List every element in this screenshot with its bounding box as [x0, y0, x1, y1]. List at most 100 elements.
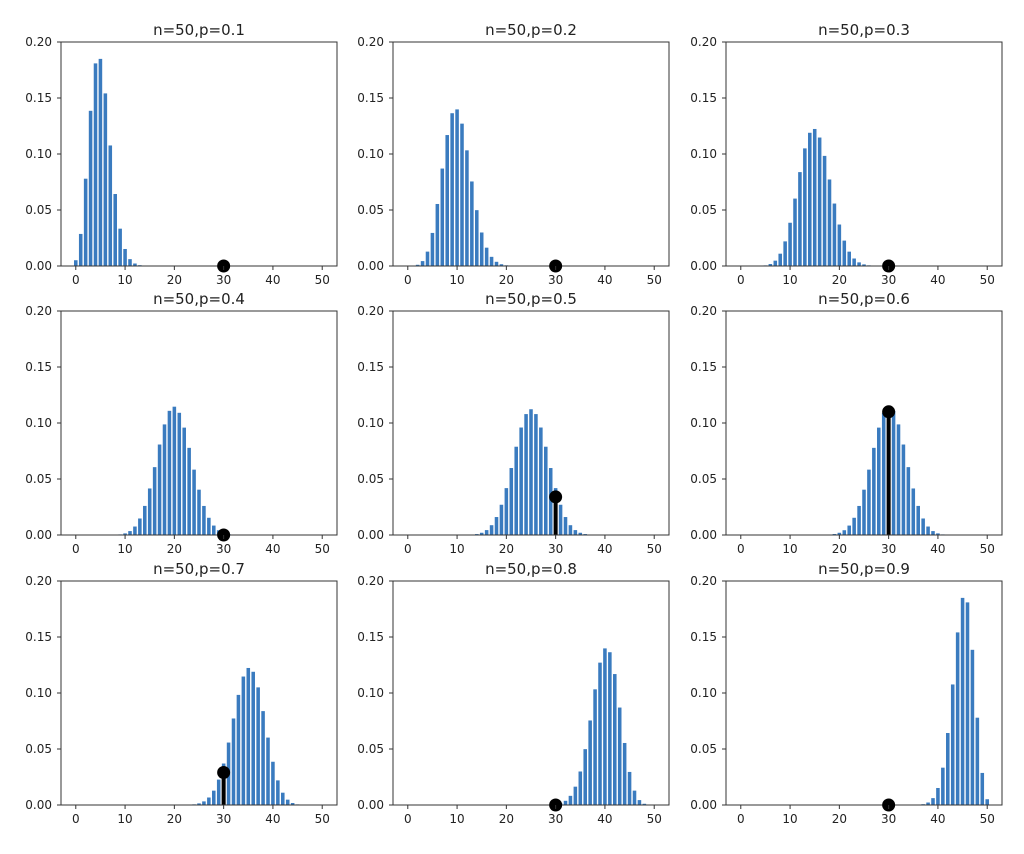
- bar: [613, 674, 617, 805]
- x-tick-label: 40: [265, 273, 280, 287]
- bar: [212, 525, 216, 535]
- bar: [798, 172, 802, 266]
- x-tick-label: 10: [117, 273, 132, 287]
- x-tick-label: 50: [647, 273, 662, 287]
- bar: [118, 228, 122, 266]
- subplot-7: n=50,p=0.7 0 10 20 30 40 50 0.00 0.05 0.10 0.15 0.2…: [25, 560, 338, 826]
- bar: [921, 518, 925, 535]
- bar: [891, 410, 896, 535]
- x-tick-label: 30: [548, 273, 563, 287]
- x-tick-label: 50: [315, 812, 330, 826]
- x-tick-label: 40: [265, 542, 280, 556]
- bar: [573, 786, 578, 805]
- bar: [544, 446, 548, 535]
- x-tick-label: 40: [597, 273, 612, 287]
- bar: [202, 505, 206, 535]
- y-tick-label: 0.20: [25, 304, 52, 318]
- bar: [965, 602, 970, 805]
- bar: [837, 532, 842, 535]
- y-tick-label: 0.00: [25, 798, 52, 812]
- x-tick-label: 30: [548, 542, 563, 556]
- x-tick-label: 20: [832, 273, 847, 287]
- x-tick-label: 50: [647, 812, 662, 826]
- y-tick-label: 0.00: [357, 798, 384, 812]
- y-tick-label: 0.05: [25, 742, 52, 756]
- y-tick-label: 0.00: [690, 528, 717, 542]
- y-tick-label: 0.10: [690, 147, 717, 161]
- x-tick-label: 30: [881, 812, 896, 826]
- bar: [946, 733, 950, 805]
- bar: [842, 530, 847, 535]
- bar: [266, 737, 270, 805]
- bar: [578, 532, 583, 535]
- bar: [494, 517, 499, 535]
- subplot-title: n=50,p=0.4: [153, 290, 245, 308]
- y-tick-label: 0.05: [690, 203, 717, 217]
- subplot-title: n=50,p=0.6: [818, 290, 910, 308]
- y-tick-label: 0.20: [357, 35, 384, 49]
- bar: [88, 110, 93, 266]
- bar: [276, 780, 280, 805]
- y-tick-label: 0.15: [690, 360, 717, 374]
- x-tick-label: 30: [216, 273, 231, 287]
- y-tick-label: 0.15: [690, 91, 717, 105]
- bar: [172, 406, 177, 535]
- bar: [519, 427, 523, 535]
- y-tick-label: 0.10: [25, 147, 52, 161]
- bar: [207, 517, 211, 535]
- y-tick-label: 0.05: [25, 203, 52, 217]
- bar: [852, 258, 856, 266]
- bar: [479, 532, 484, 535]
- y-tick-label: 0.05: [25, 472, 52, 486]
- bar: [202, 801, 206, 805]
- bar: [197, 803, 201, 805]
- highlight-marker: [217, 766, 231, 780]
- bar: [857, 262, 861, 266]
- bar: [192, 469, 196, 535]
- bar: [489, 525, 494, 535]
- bar: [138, 518, 142, 535]
- bar: [901, 444, 906, 535]
- y-tick-label: 0.05: [357, 472, 384, 486]
- axes-frame: [392, 580, 670, 806]
- bar: [261, 711, 265, 805]
- bar: [975, 717, 980, 805]
- subplot-1: n=50,p=0.1 0 10 20 30 40 50 0.00 0.05 0.10 0.15 0.2…: [25, 21, 338, 287]
- bar: [187, 447, 191, 535]
- x-tick-label: 0: [737, 812, 745, 826]
- bar: [420, 261, 425, 266]
- bar: [558, 504, 563, 535]
- y-tick-label: 0.15: [357, 630, 384, 644]
- bar: [435, 203, 440, 266]
- bar: [147, 488, 152, 535]
- bar: [123, 248, 127, 266]
- bar: [484, 530, 489, 535]
- bar: [152, 467, 157, 535]
- bar: [622, 742, 627, 805]
- bar: [617, 707, 622, 805]
- x-tick-label: 0: [72, 812, 80, 826]
- y-tick-label: 0.05: [690, 472, 717, 486]
- bar: [548, 468, 553, 535]
- y-tick-label: 0.10: [25, 686, 52, 700]
- bar: [450, 113, 454, 266]
- bar: [931, 798, 935, 805]
- subplot-4: n=50,p=0.4 0 10 20 30 40 50 0.00 0.05 0.10 0.15 0.2…: [25, 290, 338, 556]
- bar: [475, 210, 479, 266]
- x-tick-label: 10: [449, 542, 464, 556]
- bar: [827, 179, 832, 266]
- bar: [847, 251, 851, 266]
- bar: [430, 232, 435, 266]
- bar: [123, 533, 127, 535]
- x-tick-label: 10: [117, 812, 132, 826]
- x-tick-label: 50: [980, 812, 995, 826]
- bar: [960, 597, 965, 805]
- y-tick-label: 0.05: [357, 742, 384, 756]
- bar: [832, 203, 837, 266]
- axes-frame: [725, 41, 1003, 267]
- bar: [415, 264, 420, 266]
- y-tick-label: 0.00: [25, 259, 52, 273]
- bar: [499, 264, 504, 266]
- bar: [603, 648, 607, 805]
